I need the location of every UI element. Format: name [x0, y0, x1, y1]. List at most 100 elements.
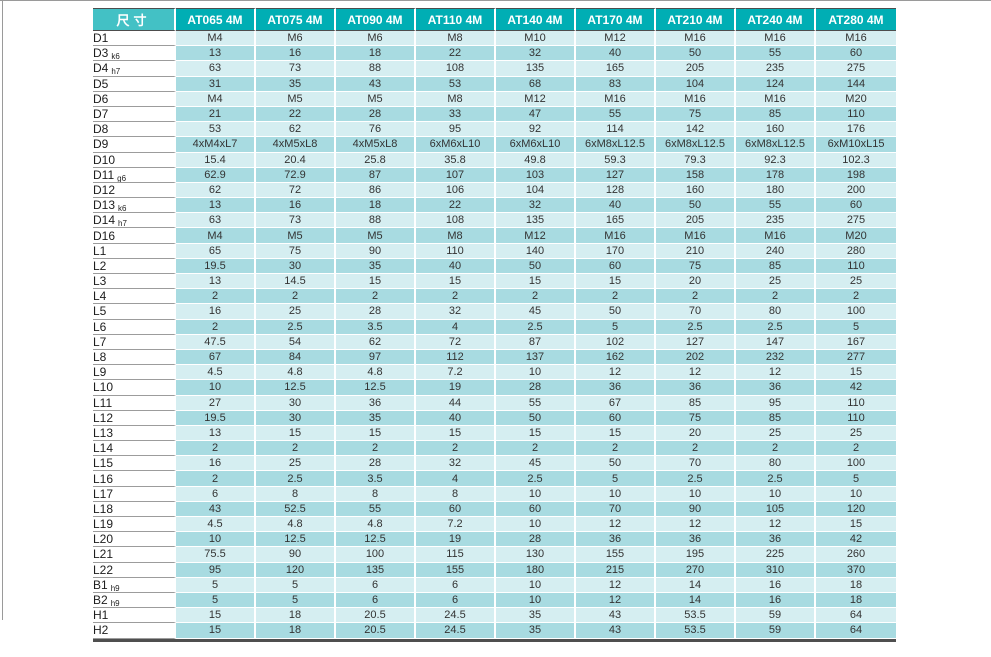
table-cell: 106: [416, 182, 496, 199]
spec-table-body: D1 M4 M6 M6 M8 M10 M12 M16 M16 M16 D3 k6 13 16 18 22 32 4…: [93, 31, 896, 639]
table-cell: M10: [496, 31, 576, 47]
table-cell: 275: [816, 61, 896, 77]
table-cell: 42: [816, 380, 896, 396]
table-cell: 88: [336, 213, 416, 229]
row-label: L1: [93, 243, 176, 259]
table-cell: 4.8: [256, 365, 336, 381]
table-cell: 60: [816, 198, 896, 214]
table-cell: M16: [736, 228, 816, 244]
table-cell: 22: [416, 46, 496, 62]
row-label: L16: [93, 471, 176, 487]
table-cell: 240: [736, 243, 816, 259]
table-cell: M20: [816, 228, 896, 244]
table-cell: 10: [496, 486, 576, 502]
table-cell: 130: [496, 547, 576, 563]
table-cell: 15: [336, 274, 416, 290]
row-label: D5: [93, 76, 176, 92]
table-cell: 95: [416, 122, 496, 138]
row-label: L19: [93, 517, 176, 533]
table-cell: 60: [816, 46, 896, 62]
table-cell: 20.5: [336, 623, 416, 639]
table-cell: 5: [576, 471, 656, 487]
table-cell: 107: [416, 167, 496, 183]
table-cell: 275: [816, 213, 896, 229]
row-label: L8: [93, 349, 176, 366]
table-cell: 12: [576, 365, 656, 381]
table-cell: 127: [576, 167, 656, 183]
row-label: L17: [93, 486, 176, 502]
row-label: L18: [93, 501, 176, 517]
table-cell: 55: [736, 46, 816, 62]
tolerance-subscript: k6: [118, 204, 127, 214]
row-label: D9: [93, 137, 176, 153]
table-cell: 180: [736, 182, 816, 199]
table-cell: 43: [576, 608, 656, 624]
table-cell: 36: [736, 380, 816, 396]
table-cell: 14.5: [256, 274, 336, 290]
table-row: L6 2 2.5 3.5 4 2.5 5 2.5 2.5 5: [93, 319, 896, 335]
table-cell: 6: [416, 577, 496, 593]
table-cell: M5: [256, 91, 336, 107]
table-cell: 30: [256, 395, 336, 411]
table-cell: 2: [576, 289, 656, 305]
table-cell: 124: [736, 76, 816, 92]
table-cell: 13: [176, 425, 256, 442]
table-row: L13 13 15 15 15 15 15 20 25 25: [93, 425, 896, 442]
table-cell: 2.5: [256, 319, 336, 335]
table-cell: 5: [576, 319, 656, 335]
table-cell: 110: [816, 410, 896, 426]
table-cell: 83: [576, 76, 656, 92]
table-cell: 33: [416, 106, 496, 123]
table-cell: 2: [736, 441, 816, 457]
table-cell: 12.5: [256, 380, 336, 396]
table-cell: 180: [496, 562, 576, 578]
table-cell: 55: [736, 198, 816, 214]
size-column-header: 尺寸: [93, 8, 176, 31]
table-cell: 55: [336, 501, 416, 517]
table-cell: M16: [736, 31, 816, 47]
table-cell: 15: [176, 608, 256, 624]
table-cell: 59: [736, 608, 816, 624]
table-cell: 202: [656, 349, 736, 366]
table-cell: 6xM8xL12.5: [736, 137, 816, 153]
table-cell: 75: [256, 243, 336, 259]
table-cell: 144: [816, 76, 896, 92]
table-row: L21 75.5 90 100 115 130 155 195 225 260: [93, 547, 896, 563]
table-cell: 102: [576, 334, 656, 350]
table-cell: 10: [576, 486, 656, 502]
table-cell: 2: [176, 441, 256, 457]
table-cell: 95: [736, 395, 816, 411]
table-cell: 49.8: [496, 152, 576, 168]
table-cell: 2.5: [496, 319, 576, 335]
table-row: L8 67 84 97 112 137 162 202 232 277: [93, 349, 896, 366]
table-cell: 18: [336, 46, 416, 62]
table-cell: 6xM6xL10: [496, 137, 576, 153]
table-cell: 16: [176, 456, 256, 472]
table-cell: 30: [256, 258, 336, 274]
table-cell: 86: [336, 182, 416, 199]
table-cell: 15: [176, 623, 256, 639]
table-cell: 8: [256, 486, 336, 502]
table-row: D11 g6 62.9 72.9 87 107 103 127 158 178 198: [93, 167, 896, 183]
table-cell: 12.5: [256, 532, 336, 548]
tolerance-subscript: h9: [110, 599, 120, 609]
page-border-left: [2, 0, 3, 620]
table-cell: 18: [256, 608, 336, 624]
table-cell: 75: [656, 258, 736, 274]
table-cell: 235: [736, 61, 816, 77]
table-cell: 45: [496, 456, 576, 472]
table-cell: M20: [816, 91, 896, 107]
table-cell: 35: [496, 623, 576, 639]
row-label: L12: [93, 410, 176, 426]
table-cell: 21: [176, 106, 256, 123]
table-cell: 12.5: [336, 380, 416, 396]
table-row: L18 43 52.5 55 60 60 70 90 105 120: [93, 501, 896, 517]
table-cell: 92: [496, 122, 576, 138]
row-label: D13 k6: [93, 198, 176, 214]
table-cell: 60: [576, 258, 656, 274]
table-cell: 35: [496, 608, 576, 624]
table-cell: 4.8: [336, 365, 416, 381]
table-cell: M4: [176, 91, 256, 107]
table-cell: 4.8: [336, 517, 416, 533]
table-row: L16 2 2.5 3.5 4 2.5 5 2.5 2.5 5: [93, 471, 896, 487]
